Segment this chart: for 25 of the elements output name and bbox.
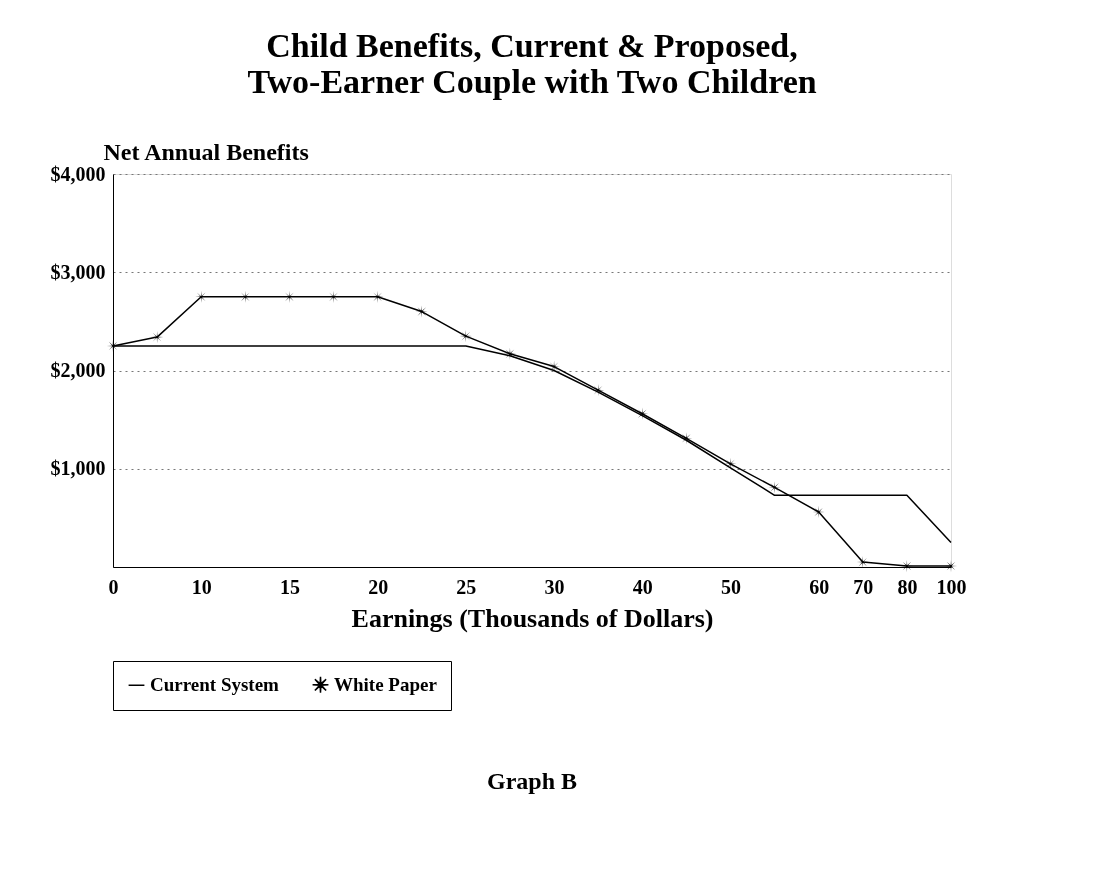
- point: [150, 330, 164, 344]
- point: [459, 329, 472, 343]
- x-tick-label: 60: [809, 575, 830, 598]
- x-tick-label: 10: [191, 575, 212, 598]
- x-tick-label: 30: [544, 575, 565, 598]
- x-tick-label: 15: [279, 575, 300, 598]
- y-tick-label: $2,000: [50, 359, 106, 381]
- text: Two-Earner Couple with Two Children: [247, 63, 817, 100]
- x-tick-label: 40: [632, 575, 653, 598]
- x-tick-label: 20: [368, 575, 389, 598]
- x-tick-label: 70: [853, 575, 874, 598]
- legend-label: Current System: [150, 674, 280, 696]
- y-tick-label: $1,000: [50, 457, 106, 480]
- x-tick-label: 100: [936, 575, 967, 598]
- text: Graph B: [486, 768, 578, 794]
- legend-label: White Paper: [334, 673, 438, 695]
- x-tick-label: 80: [897, 575, 918, 598]
- x-tick-label: 50: [720, 575, 741, 598]
- x-tick-label: 25: [456, 575, 477, 598]
- y-axis-title: Net Annual Benefits: [103, 138, 309, 165]
- y-tick-label: $4,000: [50, 162, 106, 185]
- x-axis-title: Earnings (Thousands of Dollars): [351, 603, 714, 633]
- x-tick-label: 0: [108, 575, 119, 598]
- text: Child Benefits, Current & Proposed,: [266, 27, 798, 64]
- y-tick-label: $3,000: [50, 260, 106, 283]
